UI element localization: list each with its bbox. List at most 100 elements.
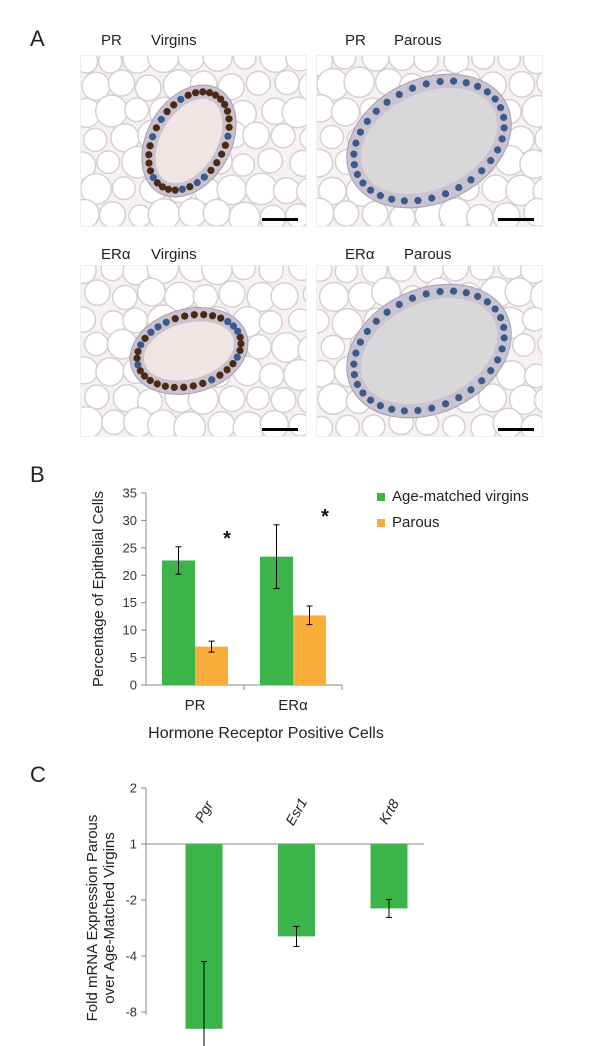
nucleus — [498, 345, 506, 353]
label-pr-parous-marker: PR — [345, 32, 366, 49]
nucleus — [148, 133, 157, 141]
nucleus — [496, 104, 505, 112]
adipocyte — [317, 382, 350, 416]
label-era-parous-marker: ERα — [345, 246, 375, 263]
adipocyte — [259, 409, 290, 436]
nucleus — [352, 349, 360, 357]
adipocyte — [335, 414, 361, 436]
bar — [278, 844, 315, 937]
nucleus — [478, 167, 486, 175]
nucleus — [388, 195, 396, 203]
adipocyte — [522, 56, 542, 75]
adipocyte — [257, 147, 284, 174]
y-tick-label: 30 — [123, 513, 137, 528]
chart-c: 2 1 -2 -4 -8 Pgr Esr1 Krt8 Fold mRNA Expression … — [84, 781, 424, 1046]
adipocyte — [317, 415, 334, 436]
nucleus — [350, 371, 358, 379]
nucleus — [359, 389, 367, 397]
nucleus — [209, 312, 217, 320]
nucleus — [216, 371, 224, 379]
adipocyte — [343, 66, 376, 99]
nucleus — [500, 323, 508, 331]
adipocyte — [537, 334, 542, 354]
category-label: Esr1 — [282, 795, 310, 828]
y-tick-label: 35 — [123, 486, 137, 501]
nucleus — [422, 80, 430, 88]
nucleus — [428, 404, 436, 412]
adipocyte — [100, 409, 127, 436]
nucleus — [400, 407, 409, 415]
adipocyte — [83, 279, 111, 307]
adipocyte — [177, 197, 208, 226]
panel-a-letter: A — [30, 26, 45, 51]
adipocyte — [361, 200, 389, 226]
nucleus — [184, 91, 192, 99]
adipocyte — [441, 266, 470, 282]
nucleus — [414, 196, 422, 205]
adipocyte — [332, 56, 357, 70]
micrograph-era-virgins-svg — [81, 266, 306, 436]
adipocyte — [465, 203, 494, 226]
adipocyte — [288, 308, 306, 333]
adipocyte — [302, 285, 306, 303]
nucleus — [236, 333, 244, 341]
adipocyte — [246, 333, 272, 360]
nucleus — [455, 393, 463, 402]
nucleus — [449, 77, 458, 85]
nucleus — [229, 360, 237, 368]
adipocyte — [532, 177, 542, 205]
mammary-duct — [346, 73, 512, 209]
y-tick-label: -2 — [125, 893, 137, 908]
nucleus — [383, 98, 391, 106]
adipocyte — [81, 306, 97, 334]
nucleus — [154, 323, 162, 331]
nucleus — [493, 146, 502, 154]
adipocyte — [96, 150, 121, 175]
nucleus — [217, 314, 225, 322]
x-axis-title: Hormone Receptor Positive Cells — [148, 725, 384, 742]
adipocyte — [442, 414, 466, 436]
y-tick-label: 10 — [123, 623, 137, 638]
adipocyte — [202, 56, 234, 72]
nucleus — [376, 402, 384, 410]
adipocyte — [147, 198, 181, 226]
nucleus — [157, 115, 165, 123]
adipocyte — [471, 56, 496, 71]
nucleus — [395, 300, 403, 309]
nucleus — [211, 91, 220, 99]
nucleus — [350, 150, 358, 158]
adipocyte — [536, 70, 542, 95]
nucleus — [400, 197, 409, 205]
nucleus — [363, 117, 371, 125]
nucleus — [367, 396, 375, 404]
nucleus — [200, 311, 208, 319]
nucleus — [170, 383, 178, 391]
adipocyte — [320, 334, 346, 360]
nucleus — [180, 383, 188, 391]
nucleus — [467, 176, 475, 184]
nucleus — [145, 159, 153, 167]
nucleus — [207, 166, 215, 174]
y-axis-title: Percentage of Epithelial Cells — [90, 491, 107, 687]
nucleus — [199, 379, 207, 387]
nucleus — [467, 386, 475, 394]
micrograph-era-parous-svg — [317, 266, 542, 436]
nucleus — [208, 376, 216, 384]
micrograph-pr-parous-svg — [317, 56, 542, 226]
nucleus — [441, 190, 450, 198]
bar-1 — [195, 646, 228, 685]
nucleus — [491, 305, 499, 313]
mammary-duct — [141, 84, 237, 198]
adipocyte — [246, 386, 271, 411]
adipocyte — [481, 174, 510, 203]
y-tick-label: 15 — [123, 595, 137, 610]
nucleus — [136, 367, 144, 375]
adipocyte — [270, 331, 302, 363]
nucleus — [237, 340, 245, 348]
nucleus — [449, 287, 458, 295]
adipocyte — [84, 384, 110, 410]
legend-swatch — [377, 493, 385, 501]
nucleus — [199, 88, 207, 96]
legend-swatch — [377, 519, 385, 527]
nucleus — [146, 142, 154, 150]
